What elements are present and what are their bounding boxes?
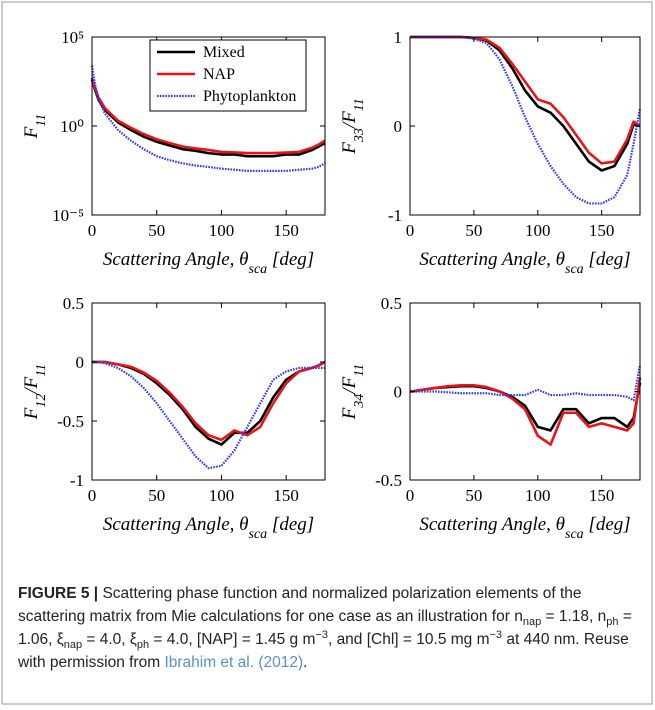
caption-text: at 440 nm. Reuse with permission from [18, 631, 629, 671]
y-axis-label-part: 34 [352, 394, 367, 409]
lab: FIGURE 5 | [18, 585, 99, 602]
y-axis-label-part: F [21, 126, 42, 139]
x-axis-label-part: [deg] [584, 514, 631, 535]
y-tick-label: 0 [394, 383, 403, 402]
y-axis-label-part: /F [339, 111, 360, 129]
x-axis-label-part: sca [565, 527, 584, 542]
x-tick-label: 0 [406, 221, 415, 240]
x-axis-label-part: [deg] [267, 249, 314, 270]
x-tick-label: 50 [148, 221, 165, 240]
y-tick-label: 0 [394, 117, 403, 136]
x-tick-label: 150 [589, 486, 615, 505]
x-axis-label: Scattering Angle, θsca [deg] [103, 514, 314, 542]
y-axis-label: F33/F11 [339, 98, 367, 154]
x-tick-label: 0 [88, 486, 97, 505]
figure-caption: FIGURE 5 | Scattering phase function and… [18, 582, 640, 674]
caption-text: nap [522, 616, 542, 629]
caption-text: = 1.06, ξ [18, 608, 632, 648]
caption-text: ph [606, 616, 619, 629]
caption-text: . [303, 654, 308, 671]
series-line [410, 35, 642, 205]
x-axis-label-part: Scattering Angle, θ [103, 514, 249, 535]
x-tick-label: 100 [209, 486, 235, 505]
series-line [410, 377, 642, 446]
y-axis-label-part: 33 [352, 128, 367, 143]
series-line [90, 65, 326, 173]
y-axis-label-part: /F [21, 376, 42, 394]
y-axis-label-part: 11 [352, 364, 367, 377]
y-tick-label: 0 [76, 353, 85, 372]
x-tick-label: 150 [589, 221, 615, 240]
y-axis-label-part: 11 [352, 98, 367, 111]
x-axis-label-part: sca [565, 262, 584, 277]
y-tick-label: 0.5 [63, 294, 84, 313]
caption-text: ph [136, 639, 150, 652]
x-axis-label-part: sca [249, 262, 268, 277]
x-tick-label: 100 [209, 221, 235, 240]
x-axis-label: Scattering Angle, θsca [deg] [419, 514, 630, 542]
y-tick-label: 10⁰ [60, 117, 84, 136]
x-axis-label-part: sca [249, 527, 268, 542]
y-axis-label-part: 11 [34, 114, 49, 127]
y-axis-label-part: 11 [34, 364, 49, 377]
y-axis-label-part: F [339, 142, 360, 155]
y-axis-label-part: /F [339, 376, 360, 394]
legend-label: NAP [203, 66, 235, 83]
x-axis-label-part: Scattering Angle, θ [419, 514, 565, 535]
y-tick-label: 10⁻⁵ [52, 206, 84, 225]
caption-text: , and [Chl] = 10.5 mg m [327, 631, 490, 648]
y-axis-label-part: 12 [34, 394, 49, 408]
legend-label: Mixed [203, 44, 245, 61]
y-tick-label: -0.5 [375, 471, 402, 490]
x-axis-label-part: [deg] [584, 249, 631, 270]
plot-frame [409, 36, 641, 216]
series-line [410, 364, 642, 402]
x-tick-label: 0 [88, 221, 97, 240]
series-line [92, 360, 325, 470]
x-tick-label: 150 [273, 486, 299, 505]
x-axis-label-part: [deg] [267, 514, 314, 535]
x-tick-label: 0 [406, 486, 415, 505]
series-line [410, 35, 641, 165]
y-axis-label: F11 [21, 114, 49, 140]
caption-text: −3 [315, 628, 328, 641]
link[interactable]: Ibrahim et al. (2012) [164, 654, 304, 671]
caption-text: nap [63, 639, 83, 652]
plot-frame [91, 302, 326, 481]
y-tick-label: 1 [394, 28, 403, 47]
y-axis-label: F12/F11 [21, 364, 49, 420]
y-axis-label-part: F [21, 407, 42, 420]
x-tick-label: 50 [465, 221, 482, 240]
x-tick-label: 50 [148, 486, 165, 505]
legend-label: Phytoplankton [203, 88, 296, 105]
caption-text: Scattering phase function and normalized… [18, 585, 582, 625]
series-line [90, 77, 326, 155]
x-axis-label: Scattering Angle, θsca [deg] [419, 249, 630, 277]
series-line [410, 35, 641, 172]
y-tick-label: -1 [388, 206, 402, 225]
x-axis-label-part: Scattering Angle, θ [419, 249, 565, 270]
y-axis-label: F34/F11 [339, 364, 367, 420]
series-line [92, 360, 326, 442]
caption-text: −3 [489, 628, 503, 641]
x-tick-label: 150 [273, 221, 299, 240]
x-tick-label: 50 [465, 486, 482, 505]
y-tick-label: 10⁵ [61, 28, 84, 47]
y-tick-label: -0.5 [57, 412, 84, 431]
x-axis-label: Scattering Angle, θsca [deg] [103, 249, 314, 277]
y-tick-label: -1 [70, 471, 84, 490]
y-axis-label-part: F [339, 407, 360, 420]
caption-text: = 4.0, ξ [82, 631, 137, 648]
caption-text: = 1.18, n [541, 608, 607, 625]
y-tick-label: 0.5 [381, 294, 402, 313]
caption-text: = 4.0, [NAP] = 1.45 g m [149, 631, 316, 648]
x-axis-label-part: Scattering Angle, θ [103, 249, 249, 270]
x-tick-label: 100 [525, 221, 551, 240]
x-tick-label: 100 [525, 486, 551, 505]
